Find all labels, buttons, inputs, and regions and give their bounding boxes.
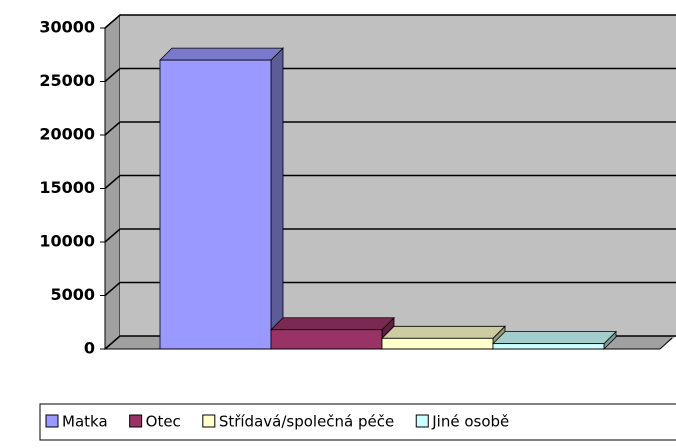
grid-line — [104, 174, 676, 190]
legend-label: Matka — [62, 413, 108, 431]
grid-line — [104, 281, 676, 297]
y-tick-label: 15000 — [39, 178, 95, 197]
y-tick-label: 20000 — [39, 125, 95, 144]
y-tick-label: 25000 — [39, 71, 95, 90]
legend-swatch — [202, 414, 216, 428]
y-tick-label: 0 — [84, 339, 95, 358]
grid-line — [104, 67, 676, 83]
legend-items: Matka Otec Střídavá/společná péče Jiné osob… — [45, 413, 509, 431]
grid-line — [104, 121, 676, 136]
legend-label: Jiné osobě — [431, 413, 509, 431]
legend — [39, 403, 676, 441]
bar — [492, 343, 605, 350]
floor-edge — [659, 337, 673, 350]
bar-top — [492, 331, 617, 345]
grid-line — [104, 228, 676, 243]
grid-line — [104, 14, 676, 29]
bar-top — [270, 317, 395, 331]
grid — [104, 14, 676, 350]
y-tick-label: 10000 — [39, 232, 95, 251]
bars — [159, 47, 617, 350]
legend-swatch — [415, 414, 429, 428]
legend-swatch — [45, 414, 59, 428]
legend-label: Střídavá/společná péče — [219, 413, 394, 431]
legend-label: Otec — [146, 413, 181, 431]
bar — [270, 329, 383, 350]
y-tick-label: 5000 — [50, 285, 95, 304]
bar — [159, 59, 272, 350]
bar — [381, 337, 494, 350]
bar-top — [159, 47, 284, 61]
legend-swatch — [129, 414, 143, 428]
y-tick-label: 30000 — [39, 18, 95, 37]
bar-top — [381, 325, 506, 339]
bar-side — [270, 47, 284, 350]
